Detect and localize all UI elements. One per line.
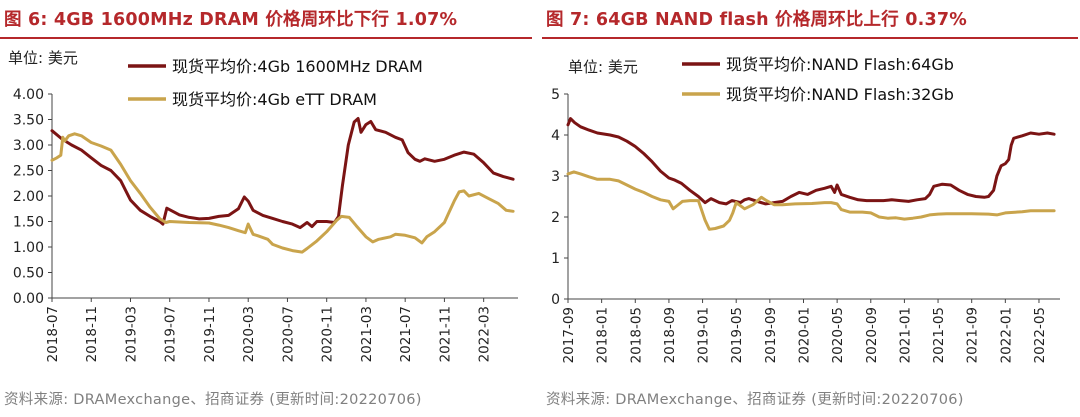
- x-tick-label: 2019-09: [763, 307, 779, 363]
- x-tick-label: 2022-01: [998, 307, 1014, 363]
- x-tick-label: 2021-01: [897, 307, 913, 363]
- unit-label: 单位: 美元: [568, 58, 638, 76]
- x-tick-label: 2019-11: [202, 306, 218, 362]
- x-tick-label: 2017-09: [561, 307, 577, 363]
- source-footnote: 资料来源: DRAMexchange、招商证券 (更新时间:20220706): [4, 392, 422, 408]
- x-tick-label: 2022-03: [477, 306, 493, 362]
- title-divider: [0, 37, 532, 39]
- y-tick-label: 1.00: [13, 240, 44, 256]
- y-tick-label: 2: [551, 210, 560, 226]
- x-tick-label: 2020-03: [241, 306, 257, 362]
- x-tick-label: 2020-09: [864, 307, 880, 363]
- y-tick-label: 0.00: [13, 291, 44, 307]
- nand-line-chart: 单位: 美元 0 1 2 3 4 5 2017-09 2018-01 2018-05 2018-09…: [551, 55, 1060, 363]
- legend-label: 现货平均价:4Gb eTT DRAM: [172, 90, 377, 109]
- legend-label: 现货平均价:NAND Flash:64Gb: [726, 55, 954, 74]
- y-tick-label: 4.00: [13, 87, 44, 103]
- x-tick-label: 2018-01: [595, 307, 611, 363]
- x-tick-label: 2018-07: [45, 306, 61, 362]
- y-tick-label: 3.00: [13, 138, 44, 154]
- x-tick-label: 2022-05: [1032, 307, 1048, 363]
- dram-line-chart: 单位: 美元 0.00 0.50 1.00 1.50 2.00 2.50 3.00 3.50 4.…: [8, 49, 518, 362]
- legend-label: 现货平均价:NAND Flash:32Gb: [726, 85, 954, 104]
- x-tick-label: 2019-03: [123, 306, 139, 362]
- legend-label: 现货平均价:4Gb 1600MHz DRAM: [172, 57, 423, 76]
- chart-panel-dram: 图 6: 4GB 1600MHz DRAM 价格周环比下行 1.07% 单位: …: [0, 0, 538, 417]
- y-tick-label: 0: [551, 292, 560, 308]
- y-tick-label: 1.50: [13, 215, 44, 231]
- y-tick-label: 3: [551, 169, 560, 185]
- x-tick-label: 2021-05: [931, 307, 947, 363]
- title-divider: [542, 37, 1078, 39]
- y-tick-label: 5: [551, 87, 560, 103]
- y-tick-label: 2.00: [13, 189, 44, 205]
- x-tick-label: 2020-07: [280, 306, 296, 362]
- series-line-primary: [566, 117, 1056, 206]
- series-line-secondary: [50, 132, 515, 254]
- x-tick-label: 2019-05: [729, 307, 745, 363]
- series-line-primary: [50, 117, 515, 230]
- unit-label: 单位: 美元: [8, 49, 78, 67]
- x-tick-label: 2021-09: [965, 307, 981, 363]
- y-tick-label: 1: [551, 251, 560, 267]
- y-tick-label: 3.50: [13, 113, 44, 129]
- chart-title: 图 7: 64GB NAND flash 价格周环比上行 0.37%: [546, 10, 967, 30]
- y-tick-label: 2.50: [13, 164, 44, 180]
- series-line-secondary: [566, 170, 1056, 231]
- x-tick-label: 2018-05: [628, 307, 644, 363]
- x-tick-label: 2018-09: [662, 307, 678, 363]
- source-footnote: 资料来源: DRAMexchange、招商证券 (更新时间:20220706): [546, 392, 964, 408]
- chart-panel-nand: 图 7: 64GB NAND flash 价格周环比上行 0.37% 单位: 美…: [542, 0, 1080, 417]
- y-tick-label: 0.50: [13, 266, 44, 282]
- x-tick-label: 2020-11: [320, 306, 336, 362]
- chart-title: 图 6: 4GB 1600MHz DRAM 价格周环比下行 1.07%: [4, 10, 458, 30]
- x-tick-label: 2021-07: [398, 306, 414, 362]
- x-tick-label: 2019-07: [163, 306, 179, 362]
- x-tick-label: 2021-03: [359, 306, 375, 362]
- x-tick-label: 2020-05: [830, 307, 846, 363]
- x-tick-label: 2020-01: [796, 307, 812, 363]
- x-tick-label: 2021-11: [437, 306, 453, 362]
- x-tick-label: 2018-11: [84, 306, 100, 362]
- x-tick-label: 2019-01: [696, 307, 712, 363]
- y-tick-label: 4: [551, 128, 560, 144]
